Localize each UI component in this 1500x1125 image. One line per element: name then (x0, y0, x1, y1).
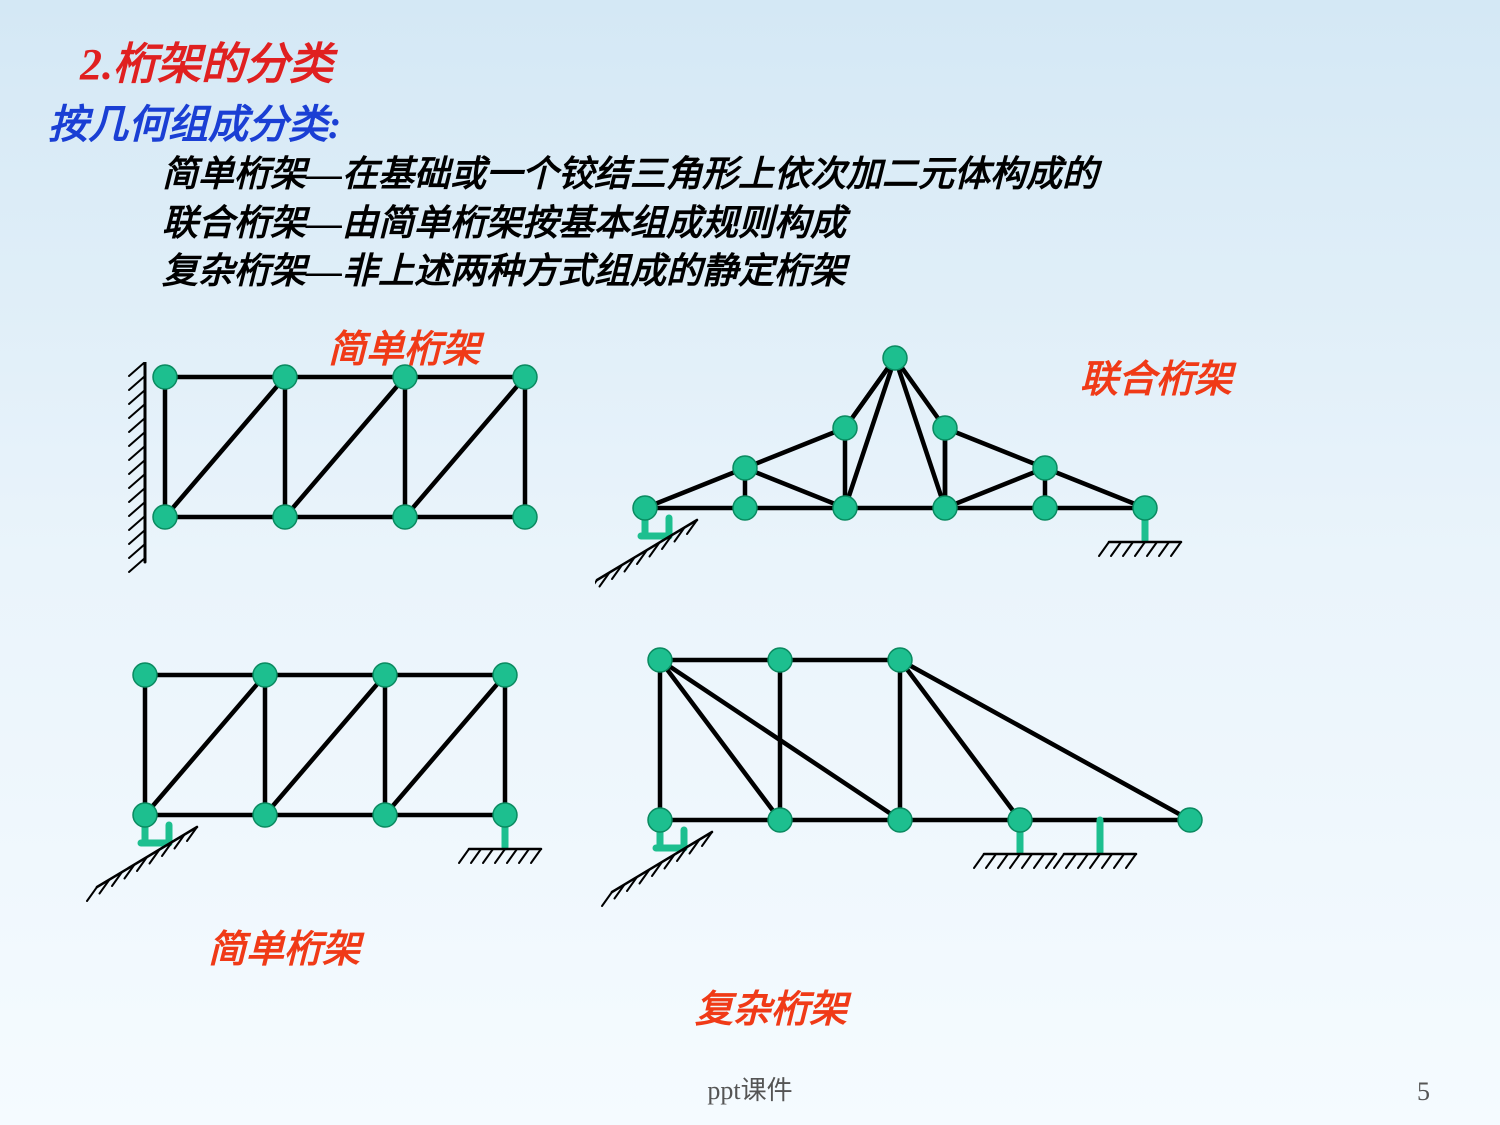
heading-main: 2.桁架的分类 (80, 28, 333, 92)
def-combined: 联合桁架—由简单桁架按基本组成规则构成 (162, 199, 1098, 248)
truss-simple-cantilever (105, 362, 565, 592)
definitions: 简单桁架—在基础或一个铰结三角形上依次加二元体构成的 联合桁架—由简单桁架按基本… (162, 150, 1098, 296)
footer-text: ppt课件 (707, 1070, 792, 1107)
heading-sub: 按几何组成分类: (48, 92, 341, 150)
def-complex: 复杂桁架—非上述两种方式组成的静定桁架 (162, 247, 1098, 296)
page-number: 5 (1417, 1077, 1430, 1107)
truss-simple-supported (85, 655, 575, 935)
label-complex: 复杂桁架 (695, 978, 847, 1033)
def-simple: 简单桁架—在基础或一个铰结三角形上依次加二元体构成的 (162, 150, 1098, 199)
truss-combined (595, 338, 1215, 618)
truss-complex (600, 640, 1240, 950)
